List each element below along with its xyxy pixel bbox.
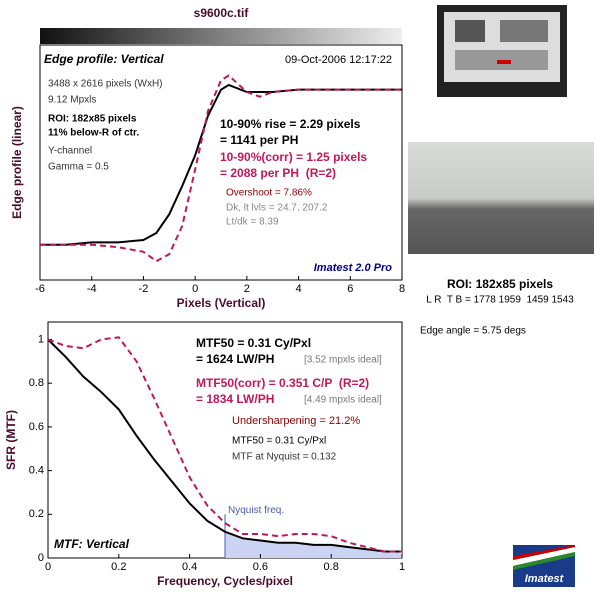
x-tick-label: 8 <box>399 283 405 295</box>
annotation: ROI: 182x85 pixels <box>48 114 137 125</box>
annotation: MTF at Nyquist = 0.132 <box>232 452 337 463</box>
x-axis-label: Frequency, Cycles/pixel <box>157 574 293 588</box>
edge-angle: Edge angle = 5.75 degs <box>420 326 526 337</box>
x-tick-label: 0.4 <box>182 561 197 573</box>
roi-coords: L R T B = 1778 1959 1459 1543 <box>426 295 574 306</box>
annotation: MTF: Vertical <box>54 537 130 551</box>
x-tick-label: 0.2 <box>111 561 126 573</box>
y-axis-label: Edge profile (linear) <box>10 106 24 219</box>
y-tick-label: 0.8 <box>29 377 44 389</box>
x-tick-label: -4 <box>87 283 97 295</box>
annotation: MTF50 = 0.31 Cy/Pxl <box>196 336 311 350</box>
x-tick-label: -2 <box>139 283 149 295</box>
x-tick-label: -6 <box>35 283 45 295</box>
annotation: [4.49 mpxls ideal] <box>304 395 382 406</box>
annotation: Overshoot = 7.86% <box>226 188 312 199</box>
annotation: Edge profile: Vertical <box>44 52 164 66</box>
annotation: Lt/dk = 8.39 <box>226 217 279 228</box>
y-axis-label: SFR (MTF) <box>4 410 18 470</box>
series-line <box>40 74 402 263</box>
x-tick-label: 1 <box>399 561 405 573</box>
x-tick-label: 6 <box>347 283 353 295</box>
logo: Imatest <box>513 545 575 587</box>
x-tick-label: 0 <box>45 561 51 573</box>
annotation: 10-90% rise = 2.29 pixels <box>220 117 361 131</box>
annotation: MTF50 = 0.31 Cy/Pxl <box>232 436 326 447</box>
x-tick-label: 4 <box>296 283 302 295</box>
y-tick-label: 0.4 <box>29 464 44 476</box>
annotation: 3488 x 2616 pixels (WxH) <box>48 79 163 90</box>
annotation: = 1834 LW/PH <box>196 392 274 406</box>
y-tick-label: 0 <box>38 552 44 564</box>
nyquist-label: Nyquist freq. <box>228 505 284 516</box>
y-tick-label: 1 <box>38 333 44 345</box>
x-tick-label: 2 <box>244 283 250 295</box>
annotation: Undersharpening = 21.2% <box>232 415 360 427</box>
annotation: 11% below-R of ctr. <box>48 128 139 139</box>
annotation: Gamma = 0.5 <box>48 162 109 173</box>
file-title: s9600c.tif <box>194 6 250 20</box>
roi-image <box>408 142 594 254</box>
annotation: 09-Oct-2006 12:17:22 <box>285 54 392 66</box>
annotation: Y-channel <box>48 146 92 157</box>
series-line <box>47 336 402 553</box>
roi-label: ROI: 182x85 pixels <box>447 277 553 291</box>
x-tick-label: 0.6 <box>253 561 268 573</box>
x-axis-label: Pixels (Vertical) <box>177 296 266 310</box>
annotation: = 2088 per PH (R=2) <box>220 166 336 180</box>
plot-area <box>39 44 403 281</box>
x-tick-label: 0 <box>192 283 198 295</box>
annotation: = 1624 LW/PH <box>196 352 274 366</box>
annotation: MTF50(corr) = 0.351 C/P (R=2) <box>196 376 369 390</box>
annotation: Dk, lt lvls = 24.7, 207.2 <box>226 203 328 214</box>
y-tick-label: 0.2 <box>29 508 44 520</box>
annotation: = 1141 per PH <box>220 133 298 147</box>
gray-bar <box>40 28 402 44</box>
annotation: Imatest 2.0 Pro <box>314 262 393 274</box>
series-line <box>47 338 402 553</box>
annotation: 10-90%(corr) = 1.25 pixels <box>220 150 367 164</box>
logo-text: Imatest <box>525 573 565 585</box>
annotation: 9.12 Mpxls <box>48 95 96 106</box>
thumbnail <box>437 5 567 97</box>
annotation: [3.52 mpxls ideal] <box>304 355 382 366</box>
x-tick-label: 0.8 <box>324 561 339 573</box>
y-tick-label: 0.6 <box>29 421 44 433</box>
